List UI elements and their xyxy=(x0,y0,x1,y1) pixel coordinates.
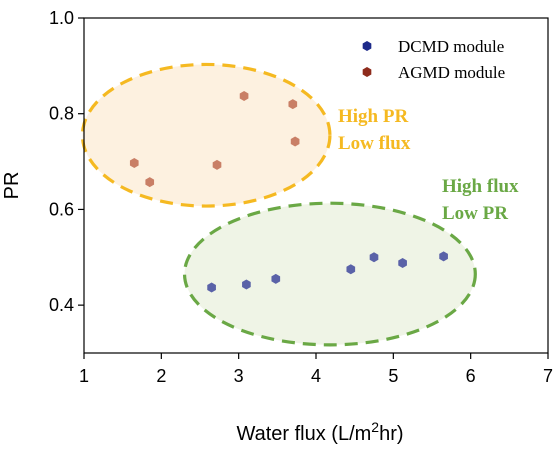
region-label-2-line-2: Low PR xyxy=(442,203,508,224)
x-tick-label: 3 xyxy=(234,366,244,386)
axis-ticks: 1 2 3 4 5 6 7 0.4 0.6 0.8 1.0 xyxy=(49,8,553,386)
y-tick-label: 0.4 xyxy=(49,295,74,315)
data-point-series-1 xyxy=(271,273,281,284)
data-point-series-2 xyxy=(239,91,249,102)
region-label-2-line-1: High flux xyxy=(442,176,519,197)
region-ellipse-1 xyxy=(80,62,332,208)
data-point-series-2 xyxy=(212,159,222,170)
x-tick-label: 5 xyxy=(388,366,398,386)
x-axis-title-superscript: 2 xyxy=(371,419,379,435)
region-label-1-line-1: High PR xyxy=(338,106,408,127)
data-point-series-2 xyxy=(145,177,155,188)
x-tick-label: 1 xyxy=(79,366,89,386)
region-ellipse-2 xyxy=(182,201,477,347)
legend: DCMD module AGMD module xyxy=(362,37,505,82)
legend-marker-2 xyxy=(362,67,372,77)
x-tick-label: 4 xyxy=(311,366,321,386)
region-label-1-line-2: Low flux xyxy=(338,133,411,154)
y-axis-title: PR xyxy=(1,172,23,200)
y-tick-label: 0.8 xyxy=(49,104,74,124)
data-point-series-1 xyxy=(346,264,356,275)
data-point-series-1 xyxy=(439,251,448,262)
legend-label-2: AGMD module xyxy=(398,63,505,82)
data-point-series-2 xyxy=(129,158,139,169)
data-point-series-1 xyxy=(398,258,407,269)
data-point-series-2 xyxy=(290,136,300,147)
x-tick-label: 2 xyxy=(156,366,166,386)
y-tick-label: 1.0 xyxy=(49,8,74,28)
legend-marker-1 xyxy=(362,41,372,51)
data-point-series-1 xyxy=(369,252,379,263)
data-points xyxy=(129,91,448,293)
x-tick-label: 7 xyxy=(543,366,553,386)
y-tick-label: 0.6 xyxy=(49,199,74,219)
region-layer: High PR Low flux High flux Low PR xyxy=(80,62,519,347)
legend-label-1: DCMD module xyxy=(398,37,504,56)
x-tick-label: 6 xyxy=(466,366,476,386)
data-point-series-1 xyxy=(242,279,251,290)
data-point-series-2 xyxy=(288,99,298,110)
x-axis-title: Water flux (L/m2hr) xyxy=(236,419,403,445)
data-point-series-1 xyxy=(207,282,216,293)
